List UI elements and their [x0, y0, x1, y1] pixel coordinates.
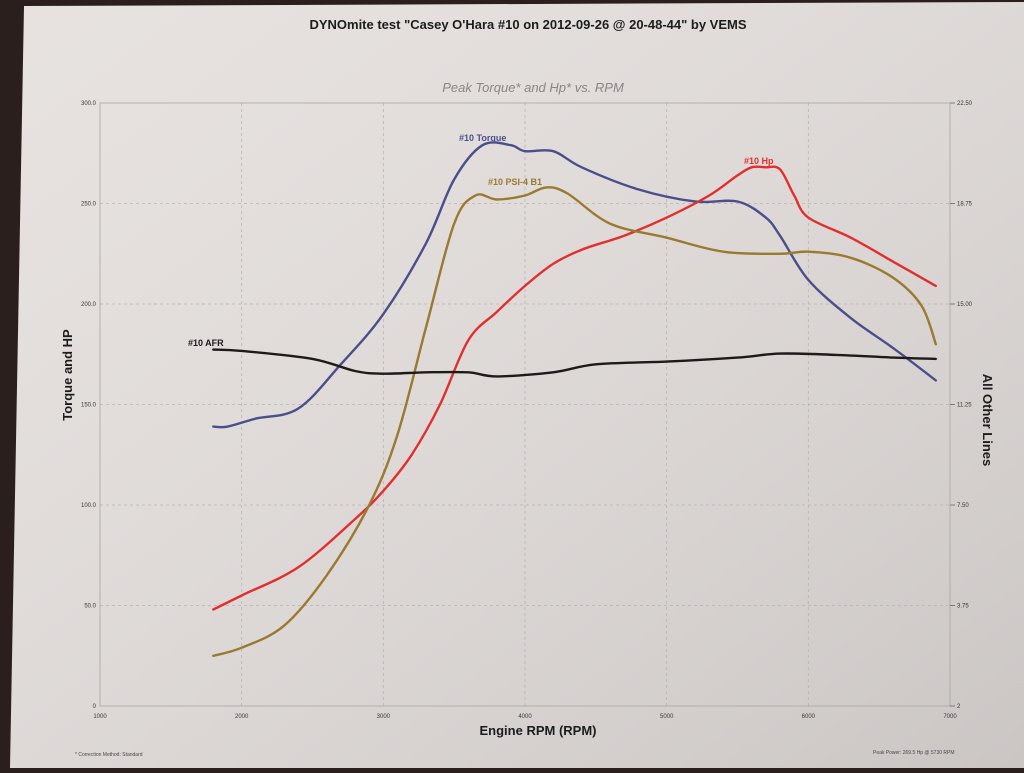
psi-line	[212, 186, 937, 657]
y2-tick-label: 7.50	[957, 503, 969, 509]
test-title: DYNOmite test "Casey O'Hara #10 on 2012-…	[309, 17, 746, 32]
x-axis-ticks: 1000 2000 3000 4000 5000 6000 7000	[93, 714, 957, 720]
x-tick-label: 2000	[235, 714, 249, 720]
series-lines	[212, 141, 937, 657]
peak-power-note: Peak Power: 269.5 Hp @ 5730 RPM	[873, 750, 955, 756]
x-tick-label: 3000	[377, 714, 391, 720]
y2-tick-label: 11.25	[957, 403, 972, 409]
x-tick-label: 7000	[943, 714, 957, 720]
y2-tick-label: 22.50	[957, 101, 973, 107]
hp-line	[212, 165, 937, 611]
x-tick-label: 4000	[518, 714, 532, 720]
paper-shading	[10, 2, 1024, 768]
y-axis-ticks: 0 50.0 100.0 150.0 200.0 250.0 300.0	[81, 101, 97, 710]
hp-series-label: #10 Hp	[744, 156, 774, 166]
afr-series-label: #10 AFR	[188, 338, 224, 348]
y2-tick-label: 18.75	[957, 202, 973, 208]
chart-title: Peak Torque* and Hp* vs. RPM	[442, 80, 624, 95]
correction-note: * Correction Method: Standard	[75, 752, 143, 758]
psi-series-label: #10 PSI-4 B1	[488, 177, 542, 187]
afr-line	[212, 348, 937, 378]
y2-axis-ticks: 2 3.75 7.50 11.25 15.00 18.75 22.50	[950, 101, 973, 710]
grid-lines	[100, 103, 950, 706]
y2-tick-label: 15.00	[957, 302, 973, 308]
y-tick-label: 250.0	[81, 202, 97, 208]
y-tick-label: 150.0	[81, 403, 97, 409]
y-tick-label: 100.0	[81, 503, 97, 509]
x-tick-label: 1000	[93, 714, 107, 720]
y-tick-label: 0	[93, 704, 97, 710]
x-tick-label: 6000	[802, 714, 816, 720]
x-tick-label: 5000	[660, 714, 674, 720]
torque-series-label: #10 Torque	[459, 133, 506, 143]
y2-tick-label: 3.75	[957, 604, 969, 610]
y-axis-label: Torque and HP	[60, 329, 75, 421]
x-axis-label: Engine RPM (RPM)	[480, 723, 597, 738]
y2-axis-label: All Other Lines	[980, 374, 995, 466]
y2-tick-label: 2	[957, 704, 961, 710]
y-tick-label: 50.0	[84, 604, 96, 610]
y-tick-label: 200.0	[81, 302, 97, 308]
y-tick-label: 300.0	[81, 101, 97, 107]
